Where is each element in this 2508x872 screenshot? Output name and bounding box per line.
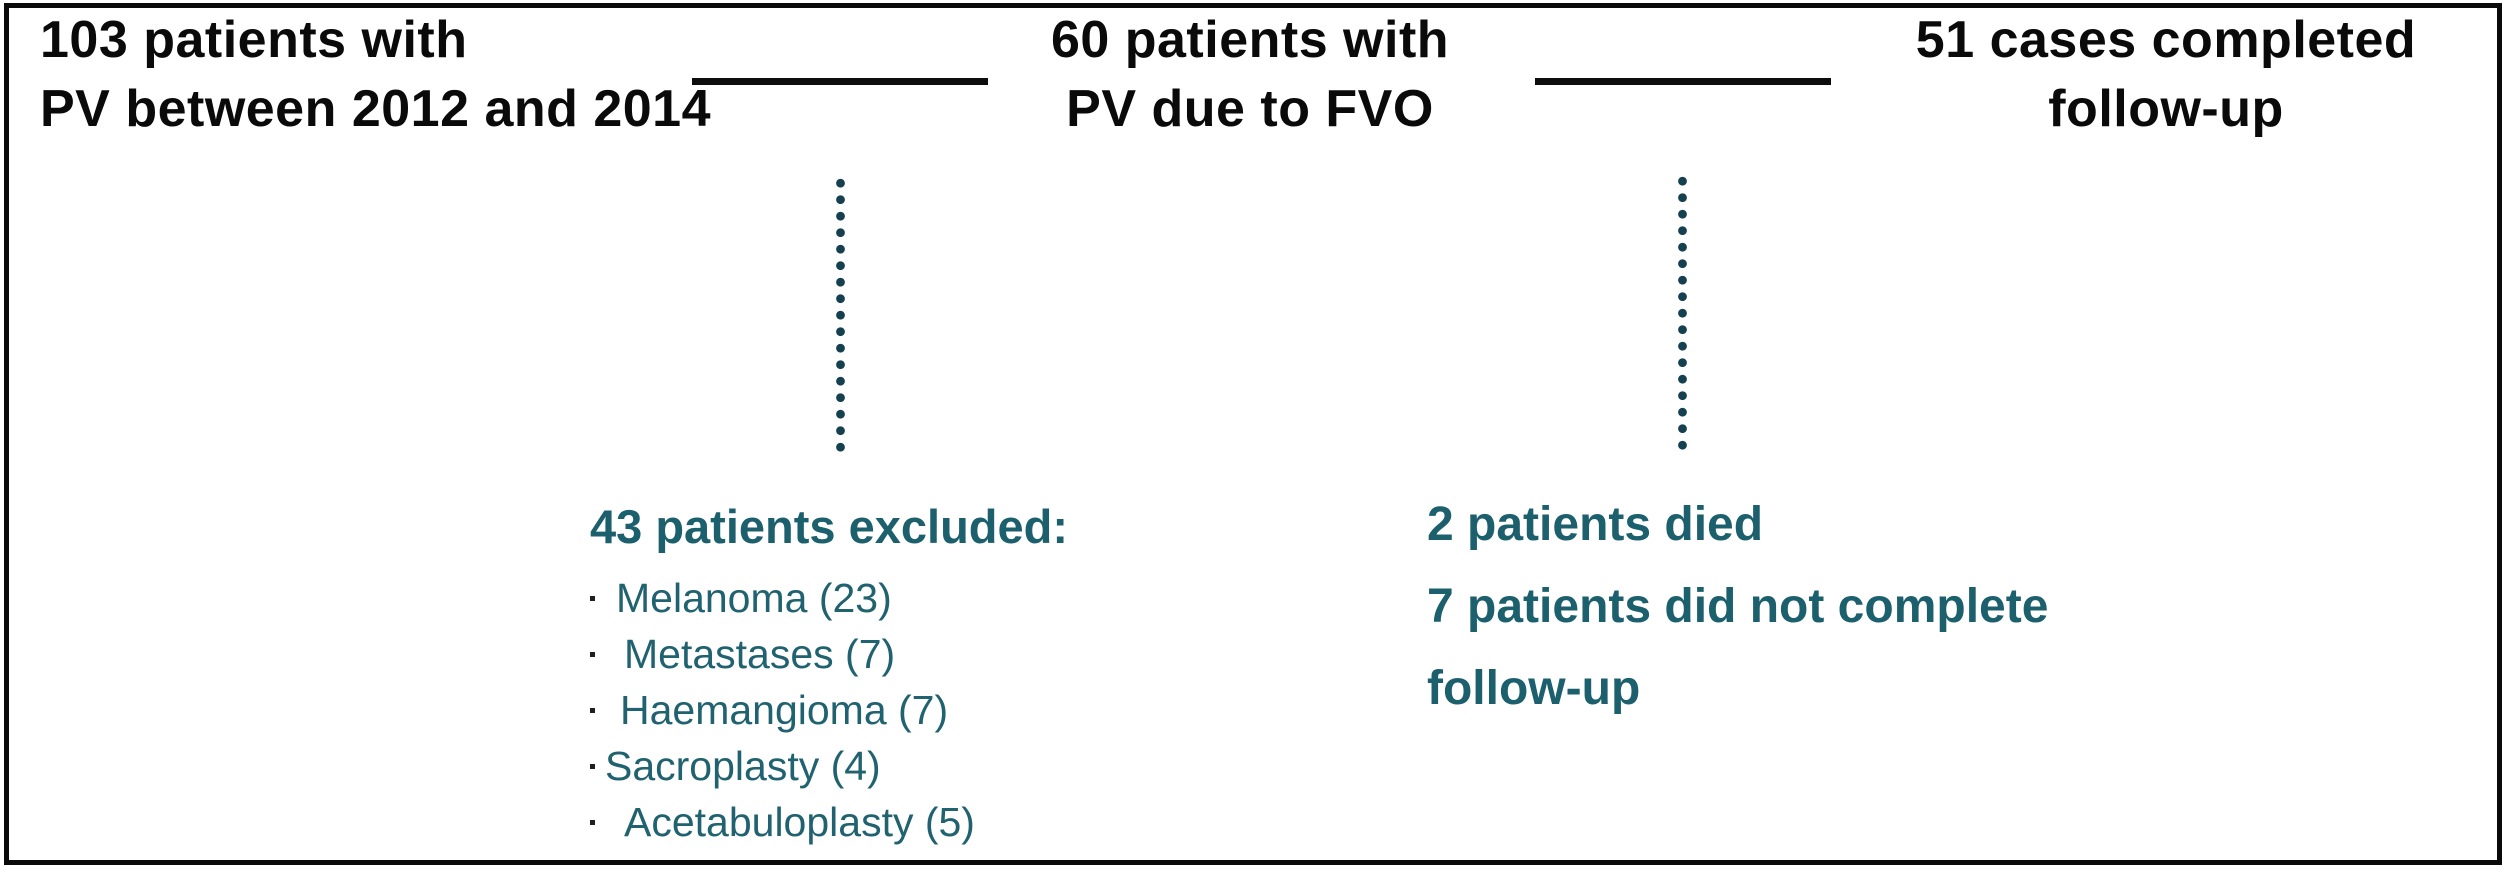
list-item: Metastases (7) — [590, 626, 975, 682]
square-bullet-icon — [590, 763, 595, 769]
diagram-frame — [4, 3, 2502, 865]
connector-rule-2 — [1535, 78, 1831, 85]
node-completed-followup: 51 cases completed follow-up — [1900, 6, 2432, 144]
losses-line1: 2 patients died — [1427, 498, 1764, 551]
node-completed-line2: follow-up — [2048, 80, 2284, 138]
list-item-label: Melanoma (23) — [616, 574, 892, 621]
followup-losses-block: 2 patients died 7 patients did not compl… — [1427, 484, 2048, 730]
list-item-label: Metastases (7) — [624, 630, 896, 677]
list-item: Acetabuloplasty (5) — [590, 794, 975, 850]
excluded-list: Melanoma (23) Metastases (7) Haemangioma… — [590, 570, 975, 850]
dotted-connector-excluded — [836, 175, 845, 456]
square-bullet-icon — [590, 707, 595, 713]
dotted-connector-losses — [1678, 173, 1687, 454]
list-item-label: Acetabuloplasty (5) — [624, 798, 975, 845]
list-item-label: Sacroplasty (4) — [605, 742, 881, 789]
node-included-patients: 60 patients with PV due to FVO — [1020, 6, 1480, 144]
node-initial-line2: PV between 2012 and 2014 — [40, 80, 712, 138]
losses-line3: follow-up — [1427, 662, 1641, 715]
connector-rule-1 — [692, 78, 988, 85]
list-item: Haemangioma (7) — [590, 682, 975, 738]
node-initial-line1: 103 patients with — [40, 11, 468, 69]
square-bullet-icon — [590, 595, 595, 601]
excluded-title: 43 patients excluded: — [590, 500, 1068, 553]
list-item-label: Haemangioma (7) — [620, 686, 949, 733]
square-bullet-icon — [590, 819, 595, 825]
node-included-line2: PV due to FVO — [1066, 80, 1434, 138]
square-bullet-icon — [590, 651, 595, 657]
list-item: Sacroplasty (4) — [590, 738, 975, 794]
node-initial-patients: 103 patients with PV between 2012 and 20… — [40, 6, 711, 144]
list-item: Melanoma (23) — [590, 570, 975, 626]
node-completed-line1: 51 cases completed — [1915, 11, 2417, 69]
node-included-line1: 60 patients with — [1050, 11, 1450, 69]
losses-line2: 7 patients did not complete — [1427, 580, 2049, 633]
